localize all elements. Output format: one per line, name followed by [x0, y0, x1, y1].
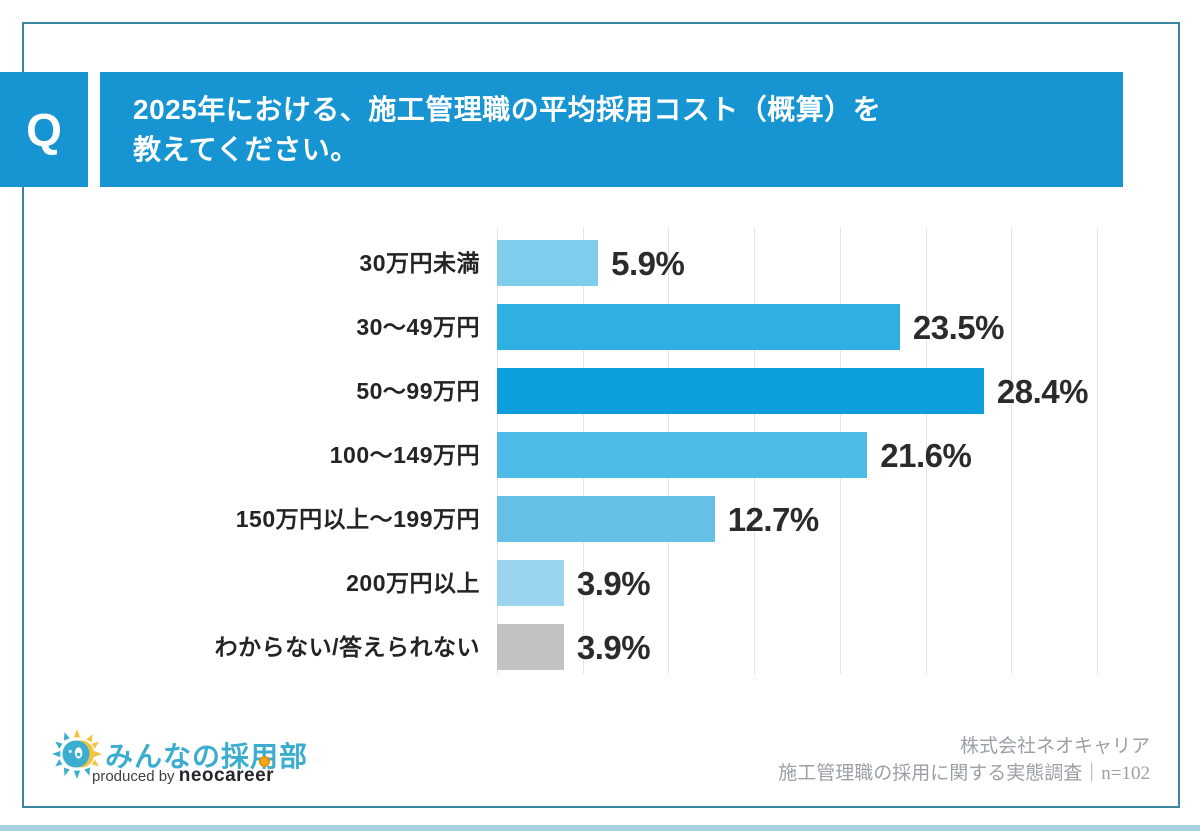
question-title-line2: 教えてください。	[133, 133, 359, 165]
category-label: 100〜149万円	[329, 442, 480, 468]
category-label: わからない/答えられない	[214, 634, 480, 660]
value-label: 3.9%	[576, 565, 651, 602]
value-label: 5.9%	[611, 245, 685, 282]
source-attribution: 株式会社ネオキャリア 施工管理職の採用に関する実態調査｜n=102	[778, 733, 1150, 787]
sun-pupil	[76, 752, 81, 757]
source-company: 株式会社ネオキャリア	[959, 736, 1150, 757]
bar	[497, 304, 900, 350]
producer-name: neocareer	[178, 765, 275, 786]
question-badge-label: Q	[26, 103, 62, 156]
sun-face-icon	[52, 729, 102, 779]
bar	[497, 560, 564, 606]
gridline	[1011, 228, 1013, 674]
value-label: 3.9%	[576, 629, 651, 666]
category-label: 200万円以上	[346, 570, 480, 596]
category-label: 150万円以上〜199万円	[235, 506, 480, 532]
logo-orange-dot	[259, 756, 270, 767]
question-badge: Q	[0, 72, 88, 187]
bar	[497, 624, 564, 670]
gridline	[1097, 228, 1098, 674]
value-label: 21.6%	[880, 437, 972, 474]
bar	[497, 432, 868, 478]
produced-by-label: produced by	[92, 768, 179, 785]
category-label: 30万円未満	[359, 250, 480, 276]
value-label: 23.5%	[912, 309, 1005, 346]
value-label: 12.7%	[727, 501, 820, 538]
category-label: 50〜99万円	[356, 378, 480, 404]
sun-cheek	[68, 749, 72, 754]
bottom-edge-strip	[0, 825, 1200, 831]
bar-chart: 30万円未満 5.9% 30〜49万円 23.5% 50〜99万円 28.4% 100〜14…	[0, 228, 1200, 674]
question-title-line1: 2025年における、施工管理職の平均採用コスト（概算）を	[133, 93, 882, 125]
sun-rays	[52, 729, 102, 779]
category-label: 30〜49万円	[356, 314, 480, 340]
produced-by-line: produced by neocareer	[92, 765, 274, 787]
logo-text: みんなの採用部	[105, 741, 309, 772]
gridline	[925, 228, 927, 674]
bar	[497, 368, 984, 414]
value-label: 28.4%	[996, 373, 1089, 410]
bar	[497, 240, 599, 286]
bar	[497, 496, 715, 542]
source-survey: 施工管理職の採用に関する実態調査｜n=102	[778, 763, 1150, 784]
question-banner: 2025年における、施工管理職の平均採用コスト（概算）を 教えてください。	[100, 72, 1123, 187]
